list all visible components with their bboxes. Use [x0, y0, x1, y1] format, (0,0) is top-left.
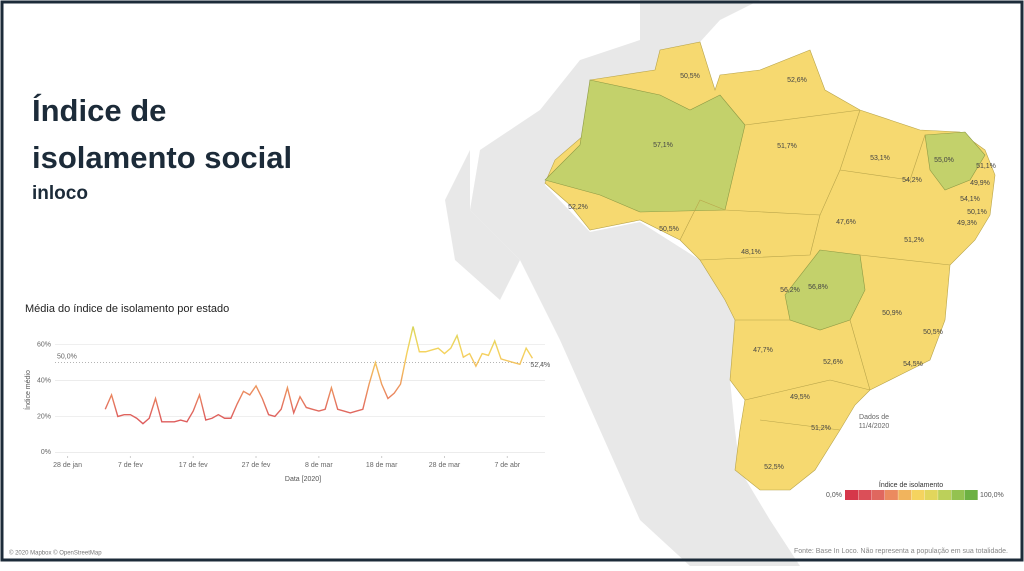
- state-label: 51,2%: [904, 237, 924, 244]
- state-green: [924, 131, 986, 191]
- state-label: 50,9%: [882, 310, 902, 317]
- state-borders: [679, 109, 951, 431]
- state-green: [784, 249, 866, 331]
- legend-swatch: [898, 490, 912, 500]
- state-label: 54,2%: [902, 177, 922, 184]
- x-tick-label: 7 de abr: [494, 462, 520, 469]
- state-label: 57,1%: [653, 142, 673, 149]
- x-tick-label: 28 de mar: [429, 462, 461, 469]
- y-axis-label: Índice médio: [23, 370, 32, 410]
- legend-swatch: [871, 490, 885, 500]
- state-label: 53,1%: [870, 155, 890, 162]
- subtitle: inloco: [32, 183, 88, 204]
- map-note: 11/4/2020: [859, 423, 890, 430]
- legend-title: Índice de isolamento: [879, 480, 943, 489]
- state-label: 56,2%: [780, 287, 800, 294]
- legend-min: 0,0%: [826, 492, 842, 499]
- state-label: 55,0%: [934, 157, 954, 164]
- x-tick-label: 17 de fev: [179, 462, 208, 469]
- state-label: 49,5%: [790, 394, 810, 401]
- legend-swatch: [964, 490, 978, 500]
- map-labels: 50,5% 52,6% 57,1% 51,7% 53,1% 55,0% 51,1% 49,9%…: [568, 73, 996, 471]
- state-label: 49,3%: [957, 220, 977, 227]
- state-label: 51,1%: [976, 163, 996, 170]
- x-tick-label: 27 de fev: [242, 462, 271, 469]
- x-tick-label: 8 de mar: [305, 462, 333, 469]
- x-tick-label: 18 de mar: [366, 462, 398, 469]
- state-label: 49,9%: [970, 180, 990, 187]
- state-label: 52,2%: [568, 204, 588, 211]
- x-tick-label: 7 de fev: [118, 462, 143, 469]
- legend-swatch: [845, 490, 858, 500]
- state-label: 48,1%: [741, 249, 761, 256]
- state-label: 47,7%: [753, 347, 773, 354]
- state-label: 54,1%: [960, 196, 980, 203]
- land: [445, 150, 520, 300]
- source: Fonte: Base In Loco. Não representa a po…: [794, 548, 1008, 555]
- y-tick-label: 60%: [37, 341, 51, 348]
- legend-swatch: [924, 490, 938, 500]
- state-label: 52,6%: [823, 359, 843, 366]
- y-tick-label: 20%: [37, 413, 51, 420]
- x-axis-label: Data [2020]: [285, 476, 321, 483]
- legend-swatch: [938, 490, 952, 500]
- state-label: 51,7%: [777, 143, 797, 150]
- land: [440, 0, 800, 566]
- title: Índice de: [32, 93, 166, 128]
- credit: © 2020 Mapbox © OpenStreetMap: [9, 550, 102, 557]
- title: isolamento social: [32, 140, 292, 175]
- state-label: 47,6%: [836, 219, 856, 226]
- state-label: 50,1%: [967, 209, 987, 216]
- map-note: Dados de: [859, 414, 889, 421]
- state-label: 52,6%: [787, 77, 807, 84]
- legend-swatch: [951, 490, 965, 500]
- state-label: 52,5%: [764, 464, 784, 471]
- state-label: 54,5%: [903, 361, 923, 368]
- x-tick-label: 28 de jan: [53, 462, 82, 469]
- legend-swatch: [858, 490, 872, 500]
- line: [104, 326, 534, 425]
- legend-swatch: [884, 490, 898, 500]
- state-label: 50,5%: [923, 329, 943, 336]
- last-value-label: 52,4%: [530, 362, 550, 369]
- legend-max: 100,0%: [980, 492, 1004, 499]
- state-label: 51,2%: [811, 425, 831, 432]
- state-label: 56,8%: [808, 284, 828, 291]
- y-tick-label: 0%: [41, 449, 51, 456]
- chart-title: Média do índice de isolamento por estado: [25, 303, 229, 315]
- state-label: 50,5%: [680, 73, 700, 80]
- state-label: 50,5%: [659, 226, 679, 233]
- reference-label: 50,0%: [57, 353, 77, 360]
- legend-swatch: [911, 490, 925, 500]
- y-tick-label: 40%: [37, 377, 51, 384]
